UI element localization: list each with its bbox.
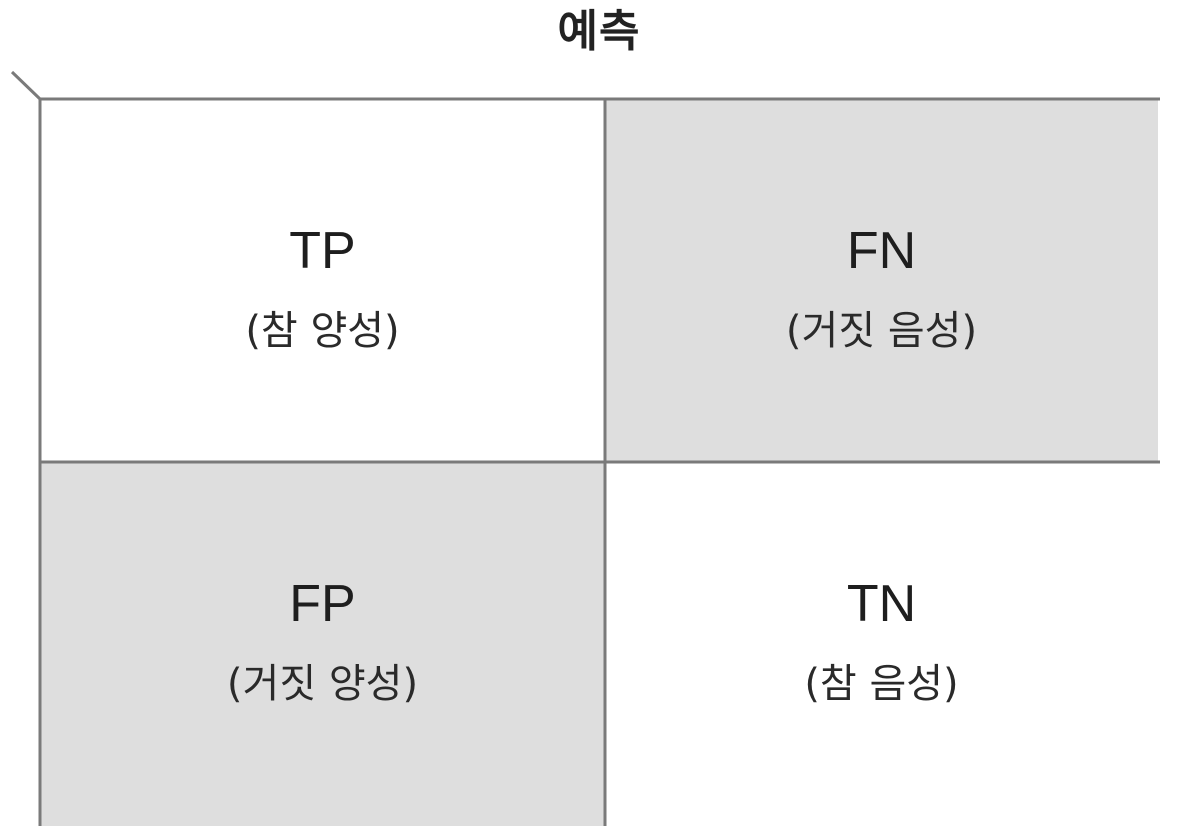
cell-desc-fn: (거짓 음성) xyxy=(785,308,978,354)
cell-abbr-fp: FP xyxy=(289,575,356,633)
cell-desc-tp: (참 양성) xyxy=(245,308,400,354)
cell-desc-fp: (거짓 양성) xyxy=(226,661,419,707)
cell-true-negative: TN (참 음성) xyxy=(605,462,1158,826)
corner-diagonal-line xyxy=(10,70,42,101)
diagram-title: 예측 xyxy=(557,6,641,57)
cell-true-positive: TP (참 양성) xyxy=(40,100,605,462)
cell-false-negative: FN (거짓 음성) xyxy=(605,100,1158,462)
cell-abbr-tn: TN xyxy=(846,575,917,633)
cell-abbr-fn: FN xyxy=(846,222,917,280)
cell-false-positive: FP (거짓 양성) xyxy=(40,462,605,826)
cell-abbr-tp: TP xyxy=(289,222,356,280)
cell-desc-tn: (참 음성) xyxy=(804,661,959,707)
